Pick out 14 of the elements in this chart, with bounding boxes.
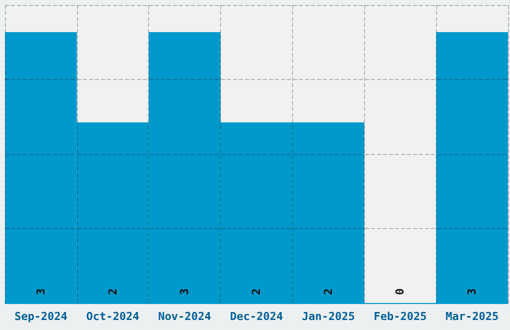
x-tick-label: Feb-2025: [374, 310, 427, 323]
data-label: 3: [178, 288, 192, 295]
x-tick-label: Jan-2025: [302, 310, 355, 323]
x-tick-label: Nov-2024: [158, 310, 212, 323]
data-label: 3: [466, 288, 479, 295]
data-label: 3: [34, 288, 48, 295]
data-label: 2: [250, 288, 263, 295]
x-tick-label: Dec-2024: [230, 310, 284, 323]
data-label: 2: [322, 288, 335, 295]
data-label: 0: [394, 288, 407, 295]
x-tick-label: Oct-2024: [86, 310, 140, 323]
x-tick-label: Sep-2024: [14, 310, 68, 323]
x-tick-label: Mar-2025: [446, 310, 499, 323]
data-label: 2: [106, 288, 120, 295]
